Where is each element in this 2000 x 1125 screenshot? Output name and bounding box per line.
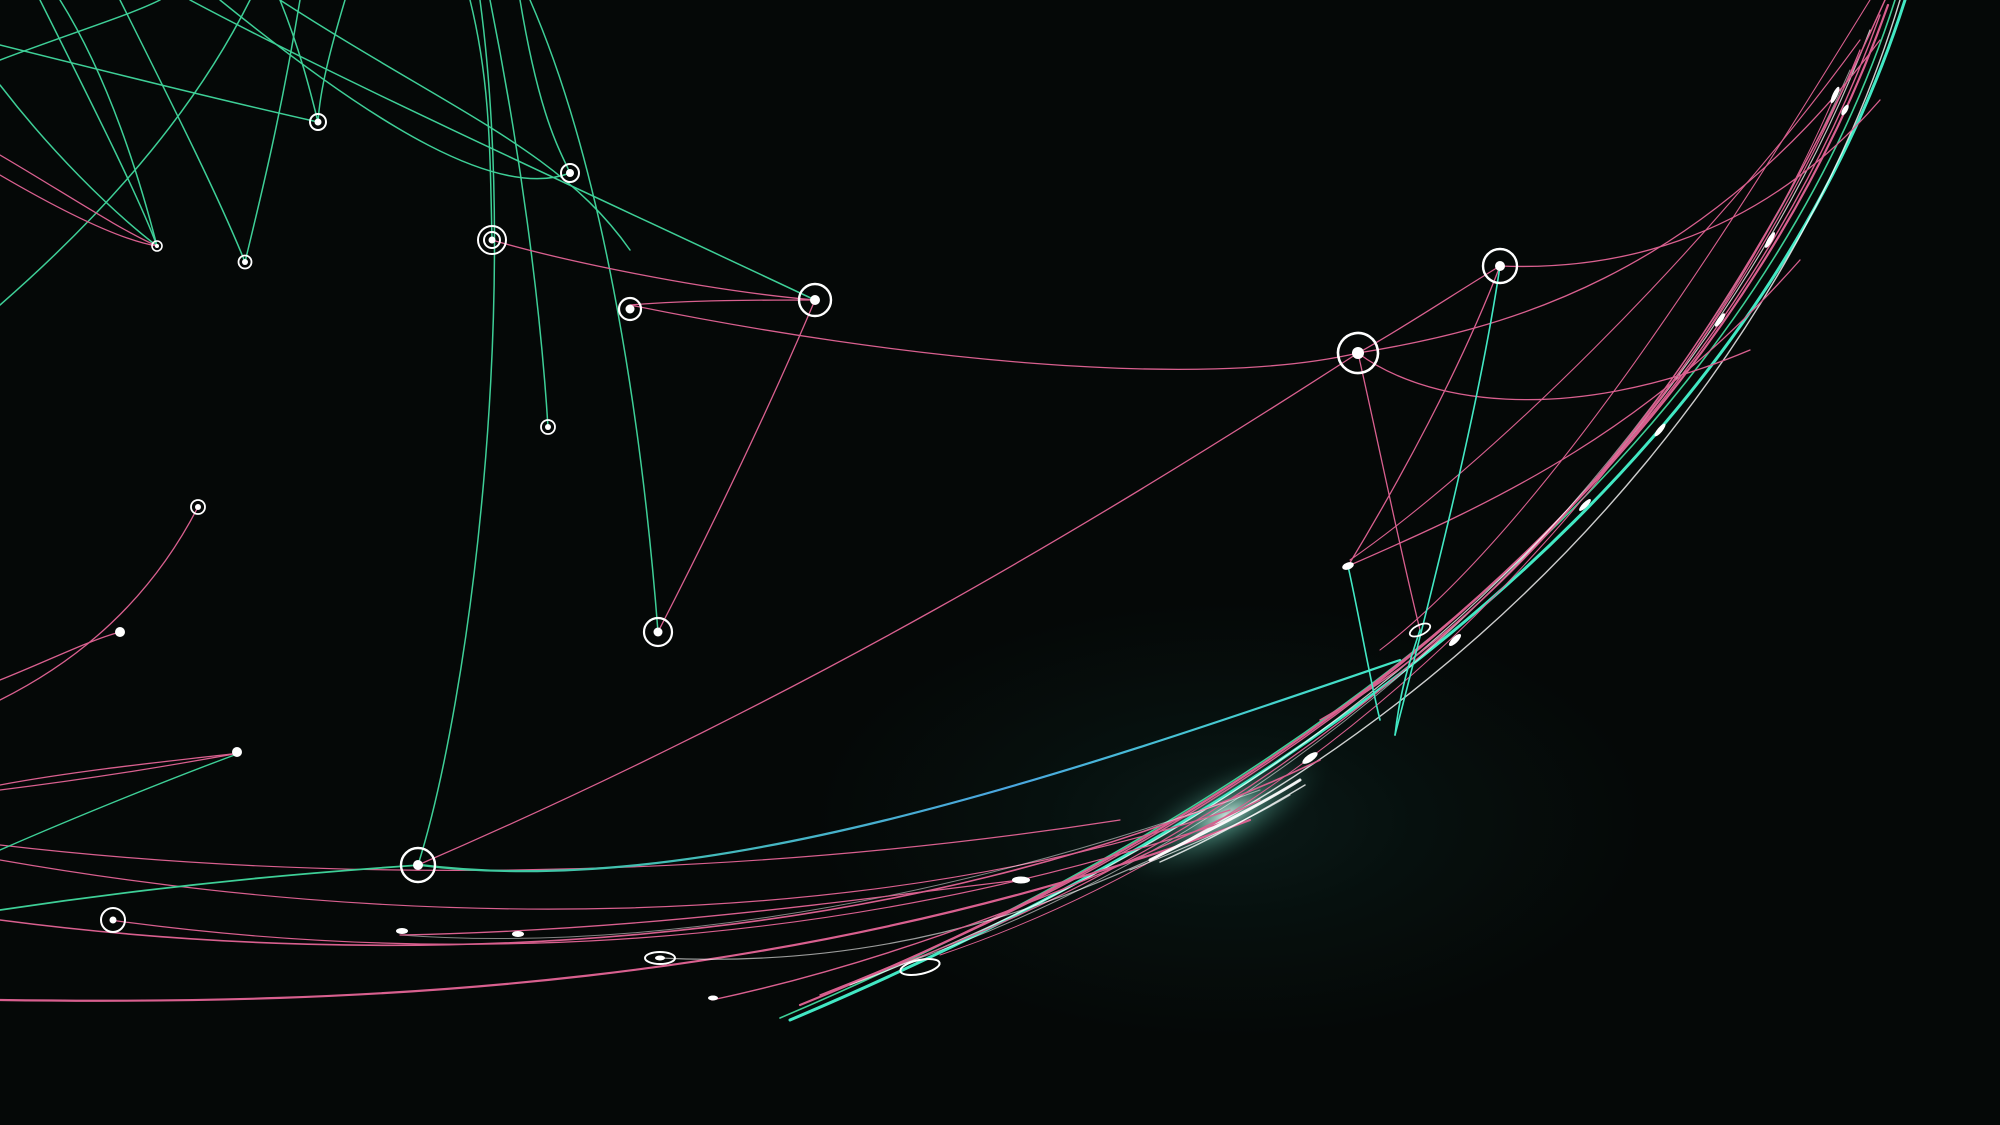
node-ringed-large: [797, 282, 833, 318]
node-ringed: [237, 254, 253, 270]
node-dot: [1302, 752, 1318, 764]
node-dot: [396, 928, 408, 934]
node-dot: [1342, 562, 1354, 570]
node-dot: [1654, 423, 1666, 437]
node-ringed-large: [477, 225, 507, 255]
node-dot: [1012, 876, 1030, 884]
node-dot: [1841, 104, 1849, 116]
node-ringed: [309, 113, 327, 131]
node-dot: [1765, 232, 1775, 248]
node-ringed: [899, 957, 941, 977]
node-dot: [1830, 86, 1840, 104]
node-dot: [1448, 633, 1462, 647]
node-ringed-large: [1481, 247, 1519, 285]
node-ringed: [540, 419, 556, 435]
node-dot: [115, 627, 125, 637]
node-ringed-large: [399, 846, 437, 884]
node-ringed: [1408, 622, 1432, 638]
node-dot: [512, 931, 524, 937]
node-ringed-large: [1336, 331, 1380, 375]
cyan-lines: [1347, 265, 1501, 736]
node-ringed: [560, 163, 580, 183]
node-dot: [1579, 499, 1591, 511]
node-ringed: [151, 240, 163, 252]
node-dot: [1714, 313, 1726, 327]
node-ringed: [644, 951, 676, 965]
node-ringed: [100, 907, 126, 933]
node-dot: [232, 747, 242, 757]
pink-lines: [0, 39, 1881, 936]
node-ringed-large: [642, 616, 674, 648]
node-ringed: [617, 296, 643, 322]
bright-streaks: [1129, 778, 1306, 871]
outer-arc-bundle: [779, 0, 1907, 1022]
green-lines: [0, 0, 816, 866]
node-ringed: [190, 499, 206, 515]
network-nodes: [100, 86, 1849, 1001]
node-dot: [708, 995, 718, 1001]
lower-curve-bundle: [0, 658, 1402, 1002]
